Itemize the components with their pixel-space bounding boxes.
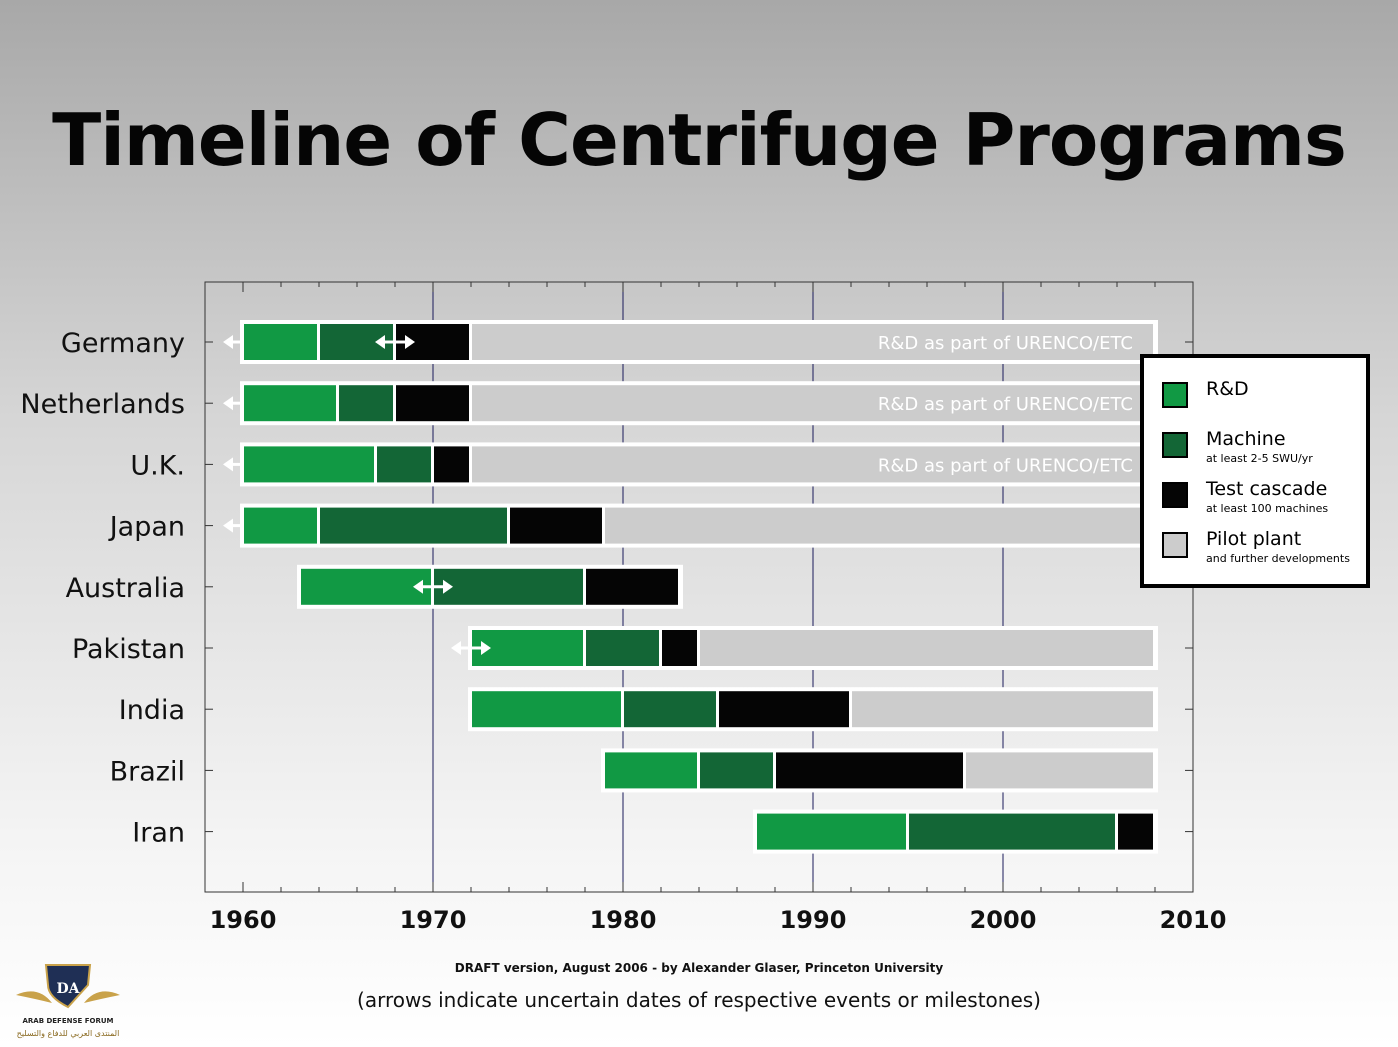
x-tick-label: 2010	[1160, 906, 1227, 934]
phase-bar-machine	[377, 446, 431, 483]
phase-bar-pilot	[605, 507, 1153, 544]
phase-bar-test	[776, 752, 963, 789]
phase-bar-test	[719, 691, 849, 728]
phase-bar-rd	[244, 385, 336, 422]
phase-bar-pilot	[700, 630, 1153, 666]
phase-bar-test	[1118, 813, 1153, 850]
legend-label: Machine	[1206, 428, 1286, 450]
country-row: U.K. R&D as part of URENCO/ETC	[130, 442, 1193, 487]
phase-bar-rd	[244, 507, 317, 544]
arrow-head-left	[413, 579, 423, 594]
left-arrow	[223, 457, 233, 472]
legend-label: Test cascade	[1206, 478, 1328, 500]
uncertainty-arrow	[375, 335, 415, 349]
svg-text:DA: DA	[56, 981, 80, 997]
left-arrow	[223, 335, 233, 349]
phase-bar-machine	[320, 507, 507, 544]
x-tick-label: 1970	[400, 906, 467, 934]
logo-sub: المنتدى العربي للدفاع والتسليح	[16, 1029, 120, 1038]
phase-bar-rd	[605, 752, 697, 789]
country-label: Japan	[108, 512, 185, 543]
phase-bar-test	[510, 507, 602, 544]
phase-bar-pilot	[472, 385, 1153, 422]
footnote: (arrows indicate uncertain dates of resp…	[357, 988, 1041, 1012]
country-label: Pakistan	[72, 634, 185, 665]
phase-bar-machine	[586, 630, 659, 666]
phase-bar-test	[586, 568, 678, 605]
legend: R&D Machine at least 2-5 SWU/yr Test cascad…	[1140, 354, 1370, 588]
phase-bar-pilot	[472, 324, 1153, 360]
legend-sublabel: at least 2-5 SWU/yr	[1206, 452, 1313, 465]
bar-annotation: R&D as part of URENCO/ETC	[878, 333, 1133, 354]
country-row: Germany R&D as part of URENCO/ETC	[61, 320, 1193, 364]
country-row: Australia	[66, 564, 1193, 609]
forum-logo: DA ARAB DEFENSE FORUM المنتدى العربي للد…	[8, 955, 128, 1045]
legend-swatch	[1162, 432, 1188, 458]
phase-bar-test	[662, 630, 697, 666]
left-arrow	[223, 518, 233, 533]
legend-swatch	[1162, 532, 1188, 558]
phase-bar-machine	[700, 752, 773, 789]
arrow-head-right	[481, 641, 491, 655]
legend-label: Pilot plant	[1206, 528, 1302, 550]
country-label: Netherlands	[20, 389, 185, 420]
bar-annotation: R&D as part of URENCO/ETC	[878, 394, 1133, 415]
x-tick-label: 1980	[590, 906, 657, 934]
x-tick-label: 2000	[970, 906, 1037, 934]
arrow-head-right	[405, 335, 415, 349]
legend-swatch	[1162, 382, 1188, 408]
x-tick-label: 1990	[780, 906, 847, 934]
phase-bar-rd	[244, 324, 317, 360]
phase-bar-machine	[624, 691, 716, 728]
phase-bar-rd	[472, 691, 621, 728]
country-label: Germany	[61, 328, 185, 359]
arrow-head-left	[451, 641, 461, 655]
left-arrow	[223, 396, 233, 411]
country-row: India	[119, 687, 1193, 732]
uncertainty-arrow	[413, 579, 453, 594]
arrow-head-left	[375, 335, 385, 349]
legend-swatch	[1162, 482, 1188, 508]
chart-title: Timeline of Centrifuge Programs	[52, 98, 1347, 182]
x-tick-label: 1960	[210, 906, 277, 934]
legend-sublabel: at least 100 machines	[1206, 502, 1329, 515]
phase-bar-test	[434, 446, 469, 483]
phase-bar-pilot	[852, 691, 1153, 728]
legend-sublabel: and further developments	[1206, 552, 1350, 565]
country-label: Brazil	[110, 756, 185, 787]
country-row: Netherlands R&D as part of URENCO/ETC	[20, 381, 1193, 426]
logo-name: ARAB DEFENSE FORUM	[22, 1017, 114, 1025]
credit-text: DRAFT version, August 2006 - by Alexande…	[454, 961, 944, 975]
phase-bar-pilot	[472, 446, 1153, 483]
legend-label: R&D	[1206, 378, 1249, 400]
bar-annotation: R&D as part of URENCO/ETC	[878, 455, 1133, 476]
phase-bar-rd	[244, 446, 374, 483]
phase-bar-machine	[909, 813, 1115, 850]
shield-logo-icon: DA	[16, 964, 120, 1009]
uncertainty-arrow	[451, 641, 491, 655]
country-row: Japan	[108, 503, 1193, 548]
phase-bar-rd	[757, 813, 906, 850]
country-label: India	[119, 695, 185, 726]
phase-bar-machine	[339, 385, 393, 422]
phase-bar-pilot	[966, 752, 1153, 789]
country-row: Iran	[132, 809, 1193, 854]
phase-bar-test	[396, 385, 469, 422]
phase-bar-machine	[434, 568, 583, 605]
country-label: Australia	[66, 573, 185, 604]
arrow-head-right	[443, 579, 453, 594]
country-label: Iran	[132, 818, 185, 849]
phase-bar-rd	[301, 568, 431, 605]
country-row: Brazil	[110, 748, 1193, 793]
country-label: U.K.	[130, 450, 185, 481]
country-row: Pakistan	[72, 626, 1193, 670]
